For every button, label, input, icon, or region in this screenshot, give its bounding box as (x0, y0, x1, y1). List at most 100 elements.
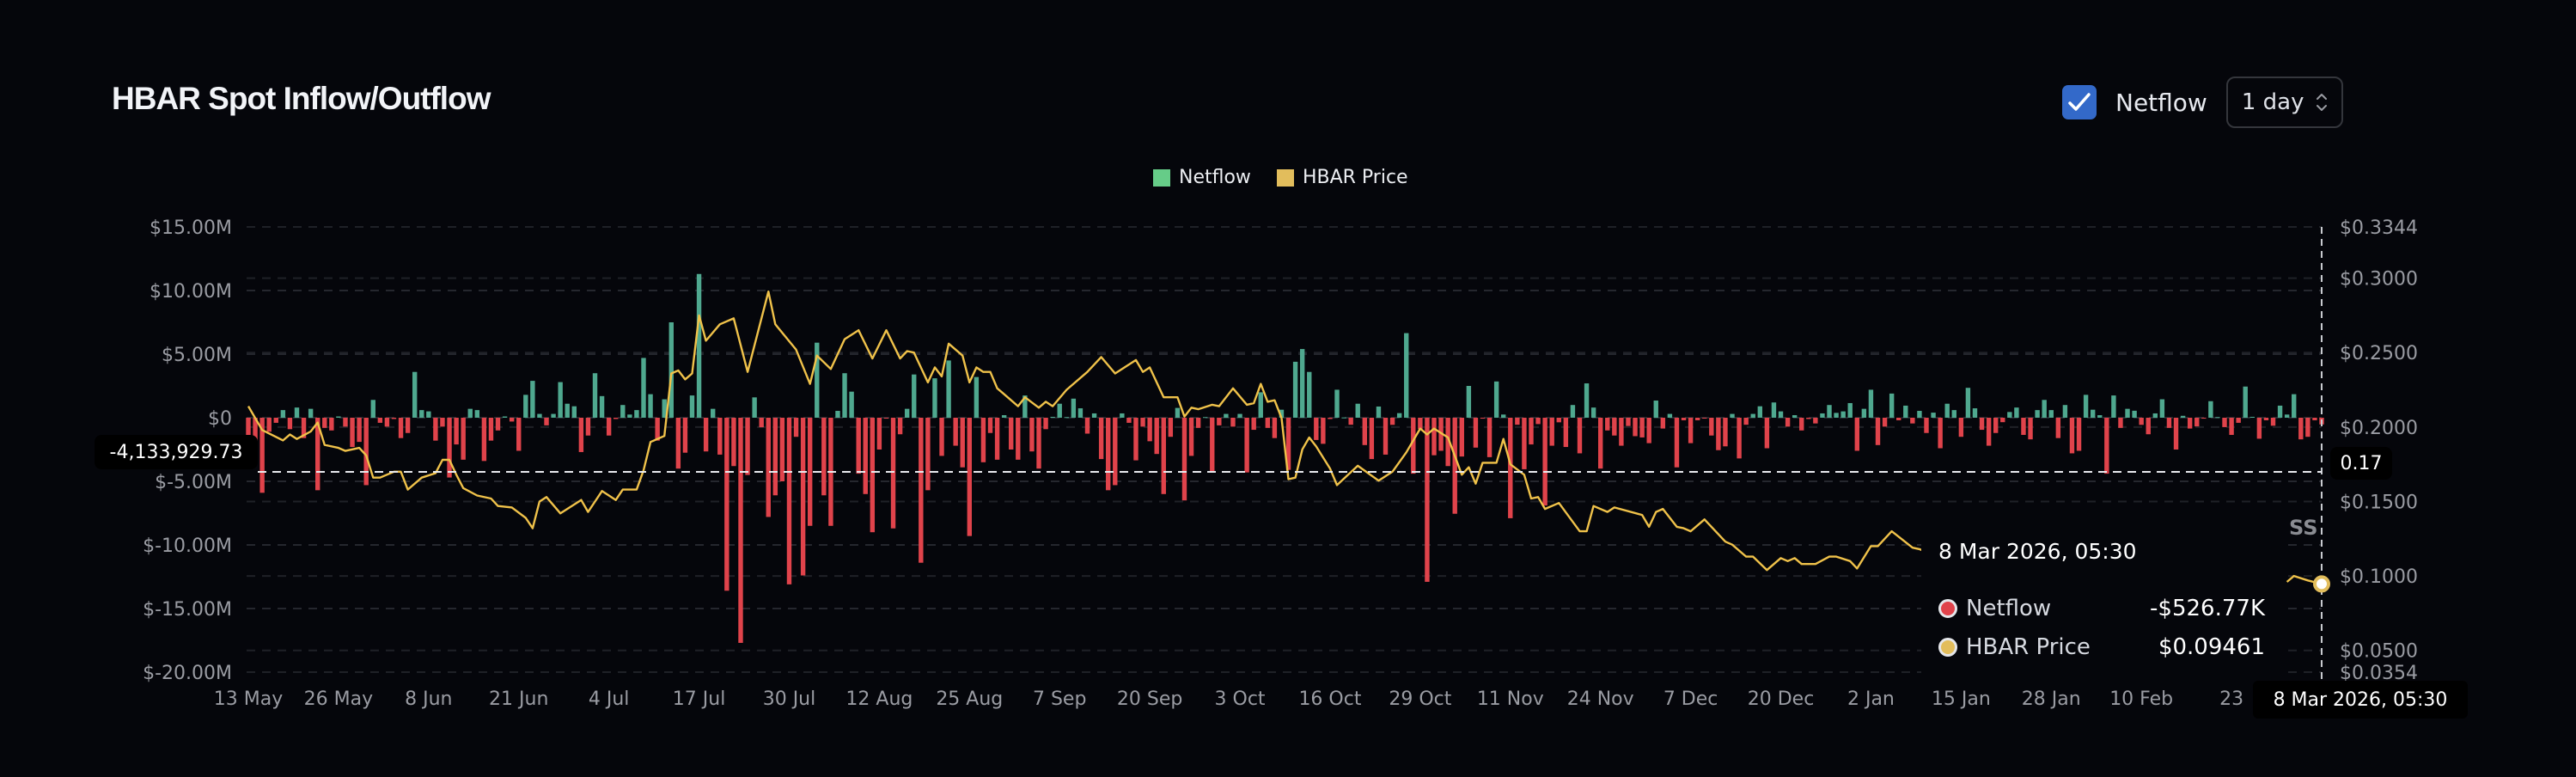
y-right-tick-label: $0.3000 (2340, 269, 2418, 291)
netflow-bar (1958, 418, 1964, 437)
interval-select[interactable]: 1 day (2225, 76, 2343, 128)
netflow-bar (1314, 418, 1319, 440)
tooltip-row-netflow: Netflow (1938, 596, 2051, 621)
price-dot-icon (1938, 638, 1957, 657)
netflow-bar (2000, 418, 2005, 423)
netflow-bar (1411, 418, 1416, 474)
netflow-bar (2201, 418, 2207, 419)
netflow-bar (419, 410, 424, 418)
x-tick-label: 10 Feb (2109, 688, 2173, 710)
netflow-bar (1445, 418, 1450, 467)
netflow-bar (1605, 418, 1610, 431)
price-line-segment (247, 291, 1934, 572)
netflow-bar (849, 391, 854, 418)
netflow-bar (2215, 417, 2220, 419)
netflow-bar (1168, 418, 1174, 437)
netflow-bar (2270, 418, 2276, 426)
netflow-bar (1577, 418, 1583, 454)
netflow-bar (599, 395, 605, 418)
netflow-checkbox[interactable] (2062, 85, 2097, 119)
netflow-bar (440, 418, 445, 427)
netflow-bar (2277, 405, 2283, 418)
netflow-bar (1077, 408, 1084, 418)
netflow-bar (953, 418, 958, 446)
legend-item-price[interactable]: HBAR Price (1276, 167, 1408, 188)
netflow-checkbox-label[interactable]: Netflow (2115, 88, 2207, 117)
netflow-bar (1570, 405, 1576, 418)
netflow-bar (987, 418, 993, 433)
netflow-bar (2243, 386, 2248, 418)
netflow-bar (308, 408, 314, 418)
netflow-bar (1348, 418, 1353, 425)
netflow-bar (689, 395, 695, 418)
netflow-bar (1986, 418, 1992, 446)
netflow-bar (259, 418, 265, 493)
netflow-bar (1854, 418, 1859, 451)
legend-item-netflow[interactable]: Netflow (1153, 167, 1251, 188)
y-right-tick-label: $0.2500 (2340, 343, 2418, 364)
netflow-bar (1452, 418, 1457, 514)
netflow-bar (863, 418, 868, 494)
netflow-bar (1924, 418, 1929, 433)
netflow-bar (682, 418, 688, 453)
netflow-dot-icon (1938, 599, 1957, 618)
netflow-bar (1584, 383, 1590, 418)
y-left-tick-label: $-5.00M (155, 472, 232, 493)
netflow-bar (1140, 418, 1145, 427)
netflow-bar (1889, 393, 1895, 418)
netflow-bar (1362, 418, 1368, 445)
legend-label-price: HBAR Price (1302, 167, 1408, 188)
netflow-bar (1619, 418, 1624, 446)
netflow-bar (1931, 413, 1936, 418)
netflow-bar (606, 418, 612, 436)
netflow-bar (1590, 407, 1596, 418)
netflow-bar (322, 418, 327, 428)
x-tick-label: 7 Dec (1663, 688, 1718, 710)
netflow-bar (1764, 418, 1770, 449)
netflow-bar (2097, 415, 2103, 418)
netflow-bar (1299, 349, 1305, 418)
legend-swatch-netflow (1153, 168, 1170, 187)
netflow-bar (571, 406, 577, 418)
netflow-bar (1688, 418, 1694, 444)
y-left-tick-label: $-15.00M (143, 599, 232, 621)
netflow-bar (1265, 418, 1271, 428)
x-tick-label: 2 Jan (1847, 688, 1895, 710)
netflow-bar (919, 418, 924, 563)
netflow-bar (967, 418, 973, 536)
netflow-bar (530, 381, 535, 418)
netflow-bar (1522, 418, 1527, 469)
netflow-bar (634, 410, 639, 418)
netflow-bar (1660, 418, 1666, 429)
netflow-bar (1737, 418, 1742, 459)
netflow-bar (1694, 418, 1700, 420)
netflow-bar (301, 418, 307, 438)
tooltip-date: 8 Mar 2026, 05:30 (1938, 539, 2137, 564)
netflow-bar (994, 418, 1000, 460)
netflow-bar (1896, 418, 1901, 420)
netflow-bar (2090, 409, 2096, 418)
x-tick-label: 26 May (304, 688, 373, 710)
netflow-bar (807, 418, 813, 526)
netflow-bar (467, 408, 473, 418)
netflow-bar (717, 418, 723, 455)
netflow-bar (1535, 418, 1541, 425)
netflow-bar (495, 418, 501, 431)
netflow-bar (1806, 418, 1811, 419)
netflow-bar (2312, 418, 2317, 420)
gridlines (247, 226, 2322, 673)
netflow-bar (939, 418, 944, 456)
netflow-bar (1785, 418, 1791, 427)
netflow-bar (1064, 417, 1069, 419)
netflow-bar (1133, 418, 1138, 461)
netflow-bar (1425, 418, 1430, 582)
y-right-tick-label: $0.1500 (2340, 492, 2418, 513)
netflow-bar (1681, 418, 1687, 420)
check-icon (2068, 93, 2091, 111)
netflow-bar (1702, 418, 1707, 419)
netflow-bar (474, 410, 480, 418)
netflow-bar (2132, 410, 2137, 418)
x-tick-label: 25 Aug (936, 688, 1003, 710)
netflow-bar (2194, 418, 2200, 427)
